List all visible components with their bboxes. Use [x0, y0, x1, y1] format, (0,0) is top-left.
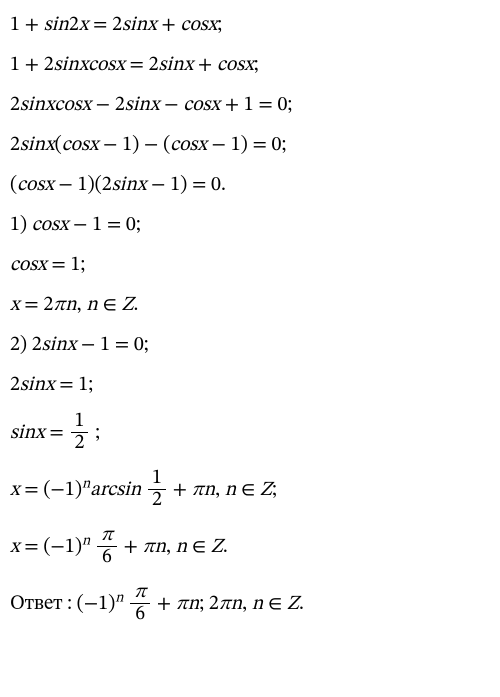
fraction-one-half: 12	[148, 468, 166, 511]
equation-line-12: x = (−1)narcsin 12 + πn, n ∈ Z;	[10, 469, 490, 512]
fraction-pi-sixth: π6	[130, 582, 150, 625]
equation-line-10: 2sinx = 1;	[10, 372, 490, 398]
equation-line-3: 2sinxcosx − 2sinx − cosx + 1 = 0;	[10, 92, 490, 118]
equation-line-11: sinx = 12 ;	[10, 412, 490, 455]
fraction-one-half: 12	[71, 411, 89, 454]
equation-line-2: 1 + 2sinxcosx = 2sinx + cosx;	[10, 52, 490, 78]
equation-line-6: 1) cosx − 1 = 0;	[10, 212, 490, 238]
fraction-pi-sixth: π6	[97, 525, 117, 568]
equation-line-7: cosx = 1;	[10, 252, 490, 278]
equation-line-9: 2) 2sinx − 1 = 0;	[10, 332, 490, 358]
answer-line: Ответ : (−1)n π6 + πn; 2πn, n ∈ Z.	[10, 583, 490, 626]
equation-line-5: (cosx − 1)(2sinx − 1) = 0.	[10, 172, 490, 198]
equation-line-4: 2sinx(cosx − 1) − (cosx − 1) = 0;	[10, 132, 490, 158]
equation-line-8: x = 2πn, n ∈ Z.	[10, 292, 490, 318]
equation-line-1: 1 + sin2x = 2sinx + cosx;	[10, 12, 490, 38]
equation-line-13: x = (−1)n π6 + πn, n ∈ Z.	[10, 526, 490, 569]
